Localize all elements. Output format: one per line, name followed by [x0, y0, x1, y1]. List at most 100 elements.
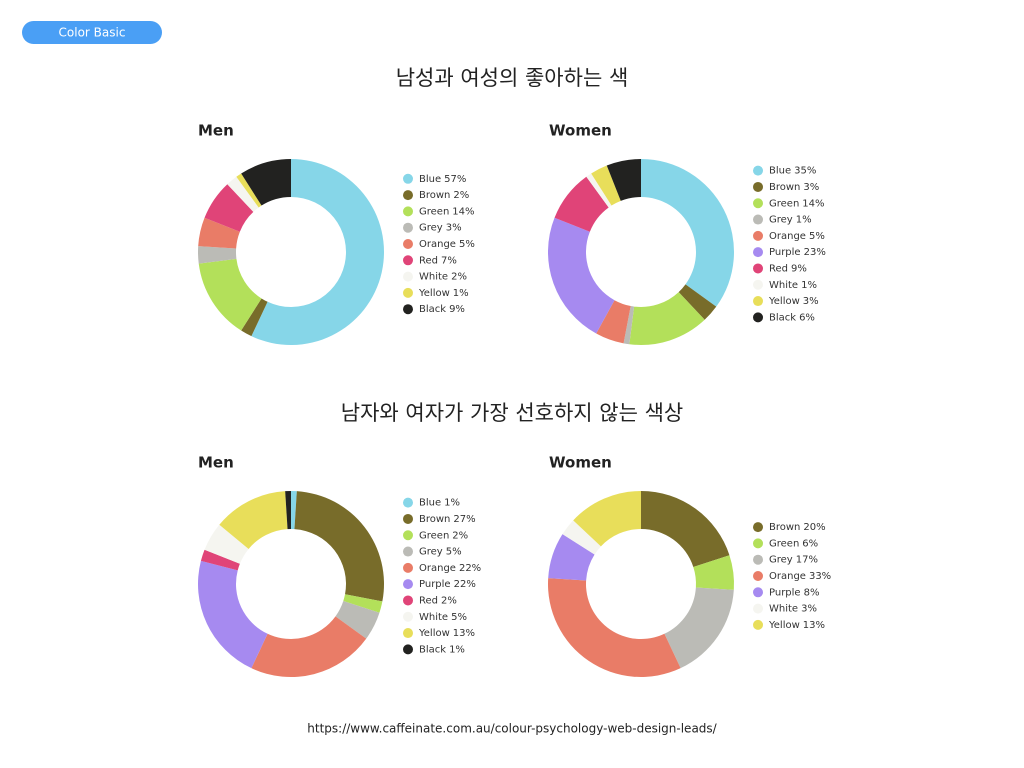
legend-swatch: [753, 571, 763, 581]
legend-label: Blue: [769, 166, 791, 177]
legend-swatch: [403, 611, 413, 622]
legend-swatch: [403, 579, 413, 590]
legend-value: 57%: [444, 174, 466, 185]
donut-segment: [573, 491, 641, 547]
donut-segment: [294, 491, 385, 602]
donut-segment: [548, 217, 615, 334]
legend-label: Orange: [769, 571, 806, 582]
chart-title: Women: [549, 122, 612, 140]
legend-swatch: [403, 562, 413, 573]
badge-label[interactable]: Color Basic: [59, 26, 126, 40]
donut-segment: [591, 165, 621, 206]
legend-label: Brown: [769, 182, 800, 193]
donut-segment: [664, 587, 734, 669]
legend-label: Orange: [769, 231, 806, 242]
legend-swatch: [753, 538, 763, 549]
legend-label: Black: [419, 644, 446, 655]
legend-label: Grey: [419, 547, 443, 558]
legend-label: Brown: [419, 514, 450, 525]
legend-swatch: [753, 296, 763, 307]
donut-segment: [548, 534, 595, 581]
donut-segment: [227, 176, 259, 212]
chart-title: Men: [198, 454, 234, 472]
legend-swatch: [753, 312, 763, 323]
legend-swatch: [403, 530, 413, 541]
legend-value: 2%: [452, 530, 468, 541]
legend-value: 13%: [453, 628, 475, 639]
legend-swatch: [753, 619, 763, 630]
legend-value: 33%: [809, 571, 831, 582]
legend-label: White: [419, 272, 448, 283]
legend-label: Purple: [419, 579, 451, 590]
legend-value: 3%: [803, 296, 819, 307]
legend-value: 9%: [449, 304, 465, 315]
legend-label: Yellow: [418, 628, 450, 639]
legend-label: Orange: [419, 563, 456, 574]
legend-swatch: [403, 239, 413, 249]
legend-label: Blue: [419, 498, 441, 509]
legend-swatch: [403, 173, 413, 184]
source-url: https://www.caffeinate.com.au/colour-psy…: [307, 722, 717, 736]
donut-segment: [198, 258, 262, 331]
legend-swatch: [753, 198, 763, 209]
legend-swatch: [403, 255, 413, 266]
legend-label: Blue: [419, 174, 441, 185]
legend-label: White: [419, 612, 448, 623]
legend-value: 14%: [452, 206, 474, 217]
legend-swatch: [753, 247, 763, 258]
legend-label: Green: [419, 530, 449, 541]
legend-value: 22%: [454, 579, 476, 590]
legend-label: Brown: [769, 522, 800, 533]
legend-label: Green: [419, 206, 449, 217]
chart-title: Women: [549, 454, 612, 472]
legend-swatch: [753, 279, 763, 290]
legend-swatch: [403, 644, 413, 655]
donut-segment: [641, 159, 734, 307]
legend-swatch: [403, 271, 413, 282]
legend-value: 1%: [796, 215, 812, 226]
legend-label: White: [769, 604, 798, 615]
legend-value: 5%: [809, 231, 825, 242]
section-title: 남성과 여성의 좋아하는 색: [396, 66, 629, 90]
legend-label: Grey: [769, 215, 793, 226]
donut-segment: [623, 306, 635, 345]
legend-swatch: [403, 287, 413, 298]
legend-label: Black: [419, 304, 446, 315]
legend-swatch: [403, 497, 413, 508]
badge[interactable]: [22, 21, 162, 44]
donut-segment: [335, 600, 380, 639]
legend-value: 1%: [449, 644, 465, 655]
legend-swatch: [753, 554, 763, 565]
legend-value: 8%: [804, 587, 820, 598]
donut-segment: [200, 549, 240, 571]
donut-segment: [562, 520, 601, 555]
legend-value: 6%: [799, 312, 815, 323]
legend-value: 14%: [802, 198, 824, 209]
legend-value: 3%: [801, 604, 817, 615]
legend-swatch: [403, 595, 413, 606]
legend-swatch: [403, 222, 413, 233]
legend-value: 1%: [801, 280, 817, 291]
legend-swatch: [403, 190, 413, 201]
donut-segment: [606, 159, 641, 201]
legend-label: Purple: [769, 247, 801, 258]
donut-segment: [291, 491, 297, 530]
donut-segment: [204, 524, 249, 564]
legend-label: Black: [769, 312, 796, 323]
legend-label: Green: [769, 538, 799, 549]
legend-swatch: [403, 206, 413, 217]
donut-segment: [586, 173, 612, 208]
legend-value: 23%: [804, 247, 826, 258]
legend-swatch: [403, 628, 413, 639]
section-title: 남자와 여자가 가장 선호하지 않는 색상: [341, 401, 684, 425]
legend-value: 2%: [441, 595, 457, 606]
legend-value: 20%: [803, 522, 825, 533]
legend-value: 5%: [459, 239, 475, 250]
donut-segment: [241, 159, 291, 206]
legend-label: White: [769, 280, 798, 291]
legend-swatch: [753, 263, 763, 274]
donut-segment: [241, 298, 268, 337]
legend-label: Red: [419, 255, 438, 266]
donut-segment: [198, 217, 240, 249]
